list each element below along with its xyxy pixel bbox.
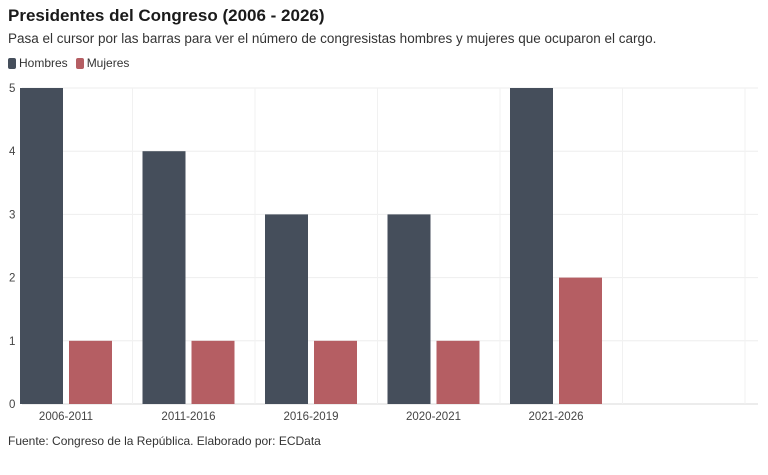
bar-mujeres-2020-2021[interactable] xyxy=(436,340,480,404)
bar-mujeres-2016-2019[interactable] xyxy=(314,340,357,404)
chart-title: Presidentes del Congreso (2006 - 2026) xyxy=(8,6,325,25)
legend-label-mujeres: Mujeres xyxy=(86,56,130,70)
x-tick-label: 2021-2026 xyxy=(529,411,584,423)
x-tick-label: 2006-2011 xyxy=(39,411,93,423)
bar-hombres-2011-2016[interactable] xyxy=(142,151,186,404)
bar-mujeres-2006-2011[interactable] xyxy=(69,340,112,404)
y-tick-label: 3 xyxy=(9,209,15,221)
y-tick-label: 0 xyxy=(9,399,15,411)
y-tick-label: 4 xyxy=(9,146,16,158)
x-tick-label: 2020-2021 xyxy=(406,411,461,423)
legend-item-mujeres[interactable]: Mujeres xyxy=(75,56,130,70)
bar-mujeres-2021-2026[interactable] xyxy=(559,277,602,404)
bar-mujeres-2011-2016[interactable] xyxy=(191,340,235,404)
bar-hombres-2016-2019[interactable] xyxy=(265,214,308,404)
chart-subtitle: Pasa el cursor por las barras para ver e… xyxy=(8,31,657,46)
y-tick-label: 2 xyxy=(9,273,15,285)
legend-swatch-hombres xyxy=(8,57,16,69)
bar-hombres-2006-2011[interactable] xyxy=(20,88,63,404)
bar-chart: 0 1 2 3 4 5 2006-2011 2011-2016 2016-2019 2020-20… xyxy=(9,83,758,423)
legend-swatch-mujeres xyxy=(75,57,84,69)
y-tick-label: 5 xyxy=(9,83,15,95)
legend-label-hombres: Hombres xyxy=(19,56,68,70)
y-tick-label: 1 xyxy=(9,336,15,348)
x-tick-label: 2016-2019 xyxy=(284,411,339,423)
x-tick-label: 2011-2016 xyxy=(161,411,215,423)
legend-item-hombres[interactable]: Hombres xyxy=(8,56,68,70)
source-note: Fuente: Congreso de la República. Elabor… xyxy=(8,434,321,448)
bar-hombres-2020-2021[interactable] xyxy=(387,214,431,404)
bar-hombres-2021-2026[interactable] xyxy=(510,88,553,404)
legend: Hombres Mujeres xyxy=(8,56,137,70)
